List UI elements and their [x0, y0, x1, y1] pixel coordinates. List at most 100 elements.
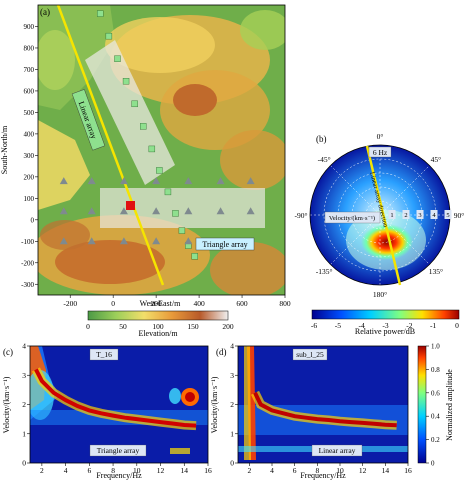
y-tick-label: 900: [24, 23, 35, 31]
polar-radial-ticks: 1 2 3 4 5: [388, 210, 452, 219]
angle-label: -45°: [318, 155, 331, 164]
triangle-array-station: [246, 207, 255, 215]
panel-d-array-tag: Linear array: [319, 446, 356, 455]
triangle-array-station: [119, 177, 128, 185]
x-tick-label: 0: [111, 299, 115, 308]
y-tick-label: 1: [230, 429, 234, 438]
y-tick-label: 0: [230, 459, 234, 468]
panel-a-ylabel: South-North/m: [0, 125, 9, 174]
elevation-tick-label: 0: [86, 322, 90, 331]
x-tick-label: 6: [87, 466, 91, 475]
radial-tick-box: [416, 210, 424, 219]
linear-array-station: [114, 55, 121, 62]
power-tick-label: 0: [455, 321, 459, 330]
panel-b-polar: (b) Linear array direction 6 Hz Velocity…: [295, 132, 465, 336]
linear-array-station: [122, 78, 130, 85]
linear-array-station: [140, 123, 147, 130]
linear-array-station: [156, 167, 163, 174]
y-tick-label: -100: [21, 238, 34, 246]
x-tick-label: 2: [247, 466, 251, 475]
amplitude-colorbar: [417, 345, 427, 464]
x-tick-label: 10: [133, 466, 141, 475]
triangle-array-station: [152, 237, 161, 245]
y-tick-label: 800: [24, 44, 35, 52]
power-tick-label: -6: [311, 321, 317, 330]
x-tick-label: 800: [279, 299, 291, 308]
linear-array-station: [164, 188, 172, 196]
triangle-array-station: [59, 237, 68, 245]
amplitude-colorbar-label: Normalized amplitude: [445, 369, 454, 441]
panel-d-dispersion-curve: [253, 391, 397, 428]
panel-a-xlabel: West-East/m: [140, 299, 181, 308]
triangle-array-station: [216, 207, 225, 215]
panel-a-frame: [37, 4, 286, 296]
panel-c-xlabel: Frequency/Hz: [96, 471, 142, 480]
x-tick-label: 4: [270, 466, 274, 475]
y-tick-label: 300: [24, 152, 35, 160]
amp-tick-label: 0.8: [431, 366, 440, 374]
panel-c-ylabel: Velocity/(km·s⁻¹): [2, 376, 11, 433]
triangle-array-station: [87, 237, 96, 245]
panel-a-axes: -200 0 200 400 600 800 -300 -200 -100 0 100 200 300 4…: [21, 23, 291, 308]
triangle-array-station: [152, 207, 161, 215]
y-tick-label: 2: [22, 400, 26, 409]
angle-label: 0°: [377, 132, 384, 141]
panel-c-array-tag: Triangle array: [97, 446, 140, 455]
triangle-array-station: [184, 177, 193, 185]
x-tick-label: 200: [151, 299, 163, 308]
polar-angle-labels: 0° 45° 90° 135° 180° -135° -90° -45°: [295, 132, 465, 299]
triangle-array-station: [87, 207, 96, 215]
amplitude-colorbar-ticks: 0 0.2 0.4 0.6 0.8 1.0: [426, 343, 440, 468]
amp-tick-label: 0: [431, 460, 435, 468]
panel-c-array-box: [89, 444, 147, 457]
y-tick-label: 1: [22, 429, 26, 438]
angle-label: -135°: [316, 267, 333, 276]
y-tick-label: 400: [24, 130, 35, 138]
elevation-tick-label: 150: [187, 322, 199, 331]
y-tick-label: 4: [230, 342, 234, 351]
triangle-array-station: [59, 207, 68, 215]
triangle-array-markers: [59, 177, 255, 245]
power-tick-label: -4: [359, 321, 365, 330]
y-tick-label: 200: [24, 173, 35, 181]
elevation-tick-label: 200: [222, 322, 234, 331]
linear-array-station: [172, 210, 179, 217]
triangle-array-station: [119, 237, 128, 245]
power-tick-label: -3: [382, 321, 388, 330]
amp-tick-label: 0.6: [431, 389, 440, 397]
panel-c-dispersion: (c) T_16 Triangle array 2 4 6 8 10 12 14 160123…: [2, 342, 212, 481]
panel-d-dispersion: (d) sub_l_25 Linear array 2 4 6 8 10 12 14 1601…: [210, 342, 454, 481]
y-tick-label: 700: [24, 66, 35, 74]
linear-array-direction-line: [365, 145, 402, 286]
triangle-array-station: [184, 207, 193, 215]
panel-b-label: (b): [316, 134, 327, 144]
linear-array-station: [97, 10, 104, 17]
x-tick-label: -200: [63, 299, 77, 308]
freq-tag-box: [368, 146, 392, 158]
y-tick-label: 3: [22, 371, 26, 380]
power-colorbar: [311, 309, 460, 320]
panel-d-ylabel: Velocity/(km·s⁻¹): [210, 376, 219, 433]
triangle-array-station: [152, 177, 161, 185]
radial-tick-label: 1: [390, 212, 393, 219]
panel-c-dispersion-curve: [34, 368, 197, 428]
panel-d-array-box: [311, 444, 363, 457]
y-tick-label: 600: [24, 87, 35, 95]
power-colorbar-label: Relative power/dB: [355, 327, 415, 336]
y-tick-label: 100: [24, 195, 35, 203]
x-tick-label: 6: [293, 466, 297, 475]
triangle-array-station: [87, 177, 96, 185]
y-tick-label: 2: [230, 400, 234, 409]
panel-c-station-box: [89, 348, 119, 361]
linear-array-station: [105, 32, 113, 40]
elevation-colorbar-label: Elevation/m: [138, 329, 178, 338]
elevation-map: [38, 5, 285, 295]
angle-label: 90°: [454, 211, 465, 220]
triangle-array-station: [59, 177, 68, 185]
x-tick-label: 16: [204, 466, 212, 475]
x-tick-label: 8: [111, 466, 115, 475]
y-tick-label: 0: [31, 216, 35, 224]
x-tick-label: 16: [404, 466, 412, 475]
triangle-array-tag: Triangle array: [195, 237, 255, 251]
